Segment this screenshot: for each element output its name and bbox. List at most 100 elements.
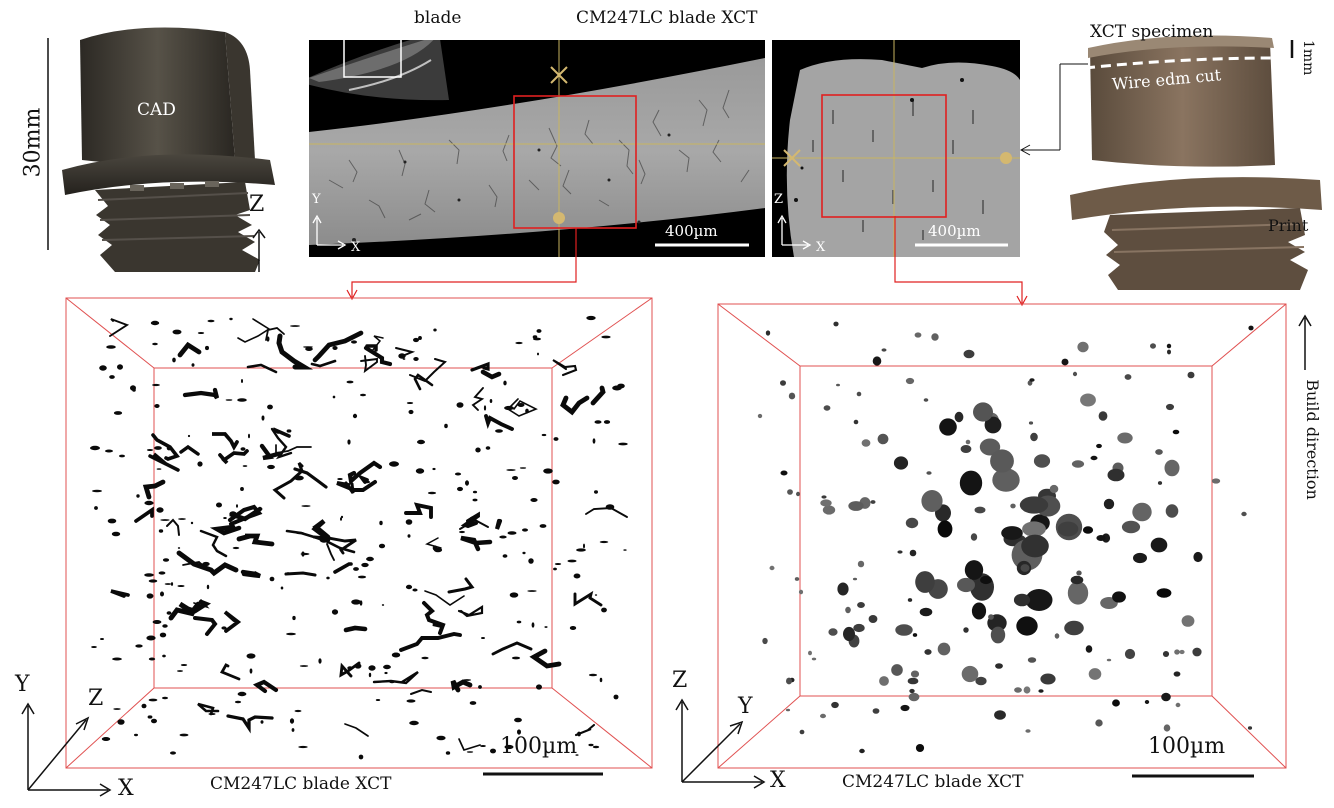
pore bbox=[286, 572, 290, 574]
pore bbox=[332, 346, 338, 350]
crack-segment bbox=[237, 318, 271, 343]
pore bbox=[178, 518, 186, 520]
pore bbox=[472, 498, 478, 502]
pore bbox=[383, 664, 391, 670]
pore bbox=[162, 558, 170, 562]
pore bbox=[588, 743, 594, 747]
pore bbox=[164, 583, 172, 585]
pore bbox=[366, 556, 374, 562]
crack-segment bbox=[344, 723, 369, 737]
pore bbox=[1076, 570, 1082, 576]
crack-segment bbox=[177, 341, 202, 358]
crack-segment bbox=[336, 480, 377, 492]
pore bbox=[1165, 504, 1179, 518]
pore bbox=[1054, 633, 1060, 639]
pore bbox=[459, 530, 465, 534]
pore bbox=[909, 549, 917, 557]
pore bbox=[821, 495, 827, 499]
pore bbox=[433, 328, 437, 332]
pore bbox=[298, 745, 308, 749]
print-photo-panel: XCT specimen 1mm Wire edm cut Print bbox=[1059, 20, 1330, 295]
pore bbox=[857, 560, 865, 568]
crack-segment bbox=[460, 535, 493, 552]
pore bbox=[909, 688, 915, 694]
caption-left: CM247LC blade XCT bbox=[210, 774, 392, 794]
pore bbox=[1085, 645, 1093, 653]
pore bbox=[1033, 454, 1051, 468]
pore bbox=[280, 586, 284, 590]
pore bbox=[879, 676, 889, 686]
pore bbox=[910, 670, 920, 678]
pore bbox=[592, 745, 600, 749]
pore bbox=[530, 498, 538, 502]
pore bbox=[877, 433, 889, 445]
pore bbox=[1167, 349, 1171, 355]
pore bbox=[583, 543, 585, 549]
crack-segment bbox=[450, 679, 473, 693]
pore bbox=[576, 548, 586, 552]
pore bbox=[980, 575, 992, 585]
pore bbox=[292, 615, 296, 621]
pore bbox=[1040, 673, 1056, 685]
pore bbox=[160, 519, 170, 521]
pore bbox=[152, 620, 162, 624]
pore bbox=[1067, 581, 1089, 605]
pore bbox=[1077, 341, 1089, 353]
pore bbox=[162, 696, 168, 700]
pore bbox=[923, 398, 929, 402]
pore bbox=[1103, 498, 1115, 510]
pore bbox=[820, 713, 826, 719]
pore bbox=[1072, 371, 1078, 377]
top-xct-title: CM247LC blade XCT bbox=[576, 8, 758, 28]
pore bbox=[358, 754, 364, 760]
pore bbox=[179, 733, 189, 737]
xct-xy-x-axis-label: X bbox=[351, 240, 361, 255]
pore bbox=[389, 680, 395, 684]
pore bbox=[504, 405, 514, 411]
pore bbox=[502, 554, 508, 558]
pore bbox=[915, 571, 935, 593]
pore bbox=[177, 547, 181, 549]
pore bbox=[240, 487, 244, 491]
crack-segment bbox=[110, 589, 130, 598]
pore bbox=[291, 728, 295, 732]
pore bbox=[769, 565, 775, 571]
pore bbox=[1144, 700, 1150, 704]
pore bbox=[147, 715, 153, 719]
pore bbox=[436, 735, 446, 741]
pore bbox=[785, 708, 791, 712]
pore bbox=[852, 577, 858, 581]
pore bbox=[418, 336, 422, 340]
pore bbox=[361, 562, 369, 568]
pore bbox=[1174, 649, 1180, 655]
crack-segment bbox=[193, 599, 210, 609]
pore bbox=[229, 317, 233, 321]
pore bbox=[1211, 478, 1221, 484]
pore bbox=[391, 652, 401, 658]
pore bbox=[351, 340, 357, 344]
crack-segment bbox=[360, 355, 378, 374]
xct-slice-xz-image bbox=[772, 40, 1020, 257]
pore bbox=[599, 540, 609, 544]
pore bbox=[379, 520, 383, 526]
pore bbox=[445, 751, 451, 755]
pore bbox=[1088, 668, 1102, 680]
pore bbox=[1121, 520, 1141, 534]
pore bbox=[340, 517, 342, 521]
crack-segment bbox=[236, 533, 275, 547]
crack-segment bbox=[109, 318, 130, 337]
pore bbox=[286, 632, 296, 636]
pore bbox=[799, 729, 805, 735]
crack-segment bbox=[275, 444, 312, 455]
crack-segment bbox=[312, 330, 364, 363]
pore bbox=[1150, 537, 1168, 553]
pore bbox=[605, 504, 615, 510]
pore bbox=[412, 588, 418, 592]
pore bbox=[113, 411, 123, 415]
pore bbox=[156, 468, 162, 470]
pore bbox=[319, 537, 329, 543]
crack-segment bbox=[219, 663, 241, 681]
crack-segment bbox=[372, 670, 419, 685]
pore bbox=[202, 561, 210, 567]
pore bbox=[828, 628, 838, 636]
